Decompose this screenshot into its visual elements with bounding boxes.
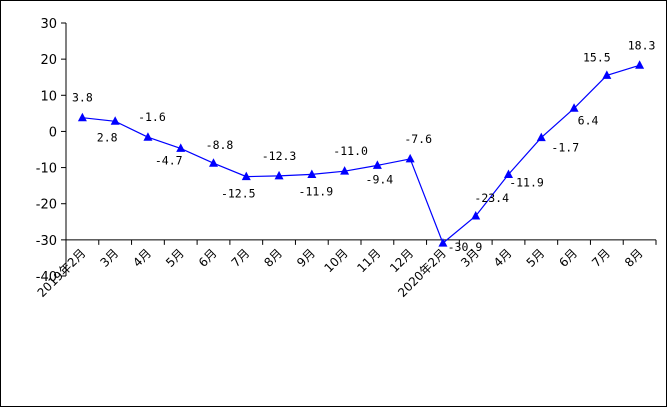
data-label: 15.5 bbox=[583, 50, 611, 64]
data-label: -11.9 bbox=[299, 184, 334, 198]
x-tick-label: 8月 bbox=[622, 246, 646, 270]
data-label: -1.6 bbox=[138, 110, 166, 124]
data-point bbox=[569, 103, 579, 112]
data-point bbox=[307, 169, 317, 178]
data-label: -7.6 bbox=[404, 132, 432, 146]
data-point bbox=[77, 112, 87, 122]
data-point bbox=[471, 211, 481, 220]
x-tick-label: 3月 bbox=[98, 246, 122, 270]
data-point bbox=[536, 132, 546, 142]
x-tick-label: 11月 bbox=[354, 246, 383, 275]
x-tick-label: 6月 bbox=[196, 246, 220, 270]
y-tick-label: 20 bbox=[40, 53, 57, 68]
data-label: 6.4 bbox=[578, 113, 599, 127]
data-labels: 3.8 2.8 -1.6 -4.7 -8.8 -12.5 -12.3 -11.9 -11.0 -9… bbox=[72, 38, 656, 254]
data-point bbox=[340, 166, 350, 175]
x-tick-label: 4月 bbox=[491, 246, 515, 270]
x-tick-label: 7月 bbox=[229, 246, 253, 270]
data-point bbox=[176, 143, 186, 152]
data-point bbox=[209, 158, 218, 167]
y-tick-label: -20 bbox=[36, 198, 57, 213]
data-label: 2.8 bbox=[97, 130, 118, 144]
data-label: -12.5 bbox=[221, 187, 256, 201]
y-tick-label: -10 bbox=[36, 162, 57, 177]
x-tick-label: 9月 bbox=[294, 246, 318, 270]
data-point bbox=[143, 132, 153, 141]
data-point bbox=[372, 160, 382, 169]
data-point bbox=[438, 238, 448, 247]
x-tick-label: 6月 bbox=[556, 246, 580, 270]
data-label: -9.4 bbox=[366, 172, 394, 186]
data-point bbox=[635, 60, 645, 69]
data-label: -11.0 bbox=[333, 144, 368, 158]
x-tick-label: 5月 bbox=[163, 246, 187, 270]
data-point bbox=[405, 153, 415, 163]
data-label: 3.8 bbox=[72, 91, 93, 105]
y-tick-label: 0 bbox=[49, 125, 57, 140]
data-point bbox=[110, 116, 120, 125]
data-markers bbox=[77, 60, 645, 247]
y-tick-label: 30 bbox=[40, 17, 57, 32]
data-label: 18.3 bbox=[628, 38, 656, 52]
data-label: -4.7 bbox=[155, 153, 183, 167]
y-tick-label: 10 bbox=[40, 89, 57, 104]
x-tick-label: 12月 bbox=[387, 246, 416, 275]
x-tick-label: 8月 bbox=[261, 246, 285, 270]
x-tick-label: 10月 bbox=[322, 246, 351, 275]
x-tick-label: 5月 bbox=[524, 246, 548, 270]
series-line bbox=[82, 64, 640, 245]
data-label: -12.3 bbox=[262, 149, 297, 163]
x-tick-label: 7月 bbox=[589, 246, 613, 270]
data-point bbox=[602, 70, 612, 79]
data-label: -8.8 bbox=[206, 138, 234, 152]
data-point bbox=[241, 171, 251, 181]
data-label: -30.9 bbox=[448, 240, 483, 254]
data-point bbox=[274, 170, 284, 180]
data-label: -23.4 bbox=[474, 191, 509, 205]
y-tick-label: -40 bbox=[36, 270, 57, 285]
y-tick-label: -30 bbox=[36, 234, 57, 249]
data-label: -11.9 bbox=[509, 175, 544, 189]
data-label: -1.7 bbox=[551, 141, 579, 155]
data-point bbox=[504, 169, 513, 178]
y-axis-ticks: 30 20 10 0 -10 -20 -30 -40 bbox=[36, 17, 66, 285]
x-tick-label: 4月 bbox=[130, 246, 154, 270]
